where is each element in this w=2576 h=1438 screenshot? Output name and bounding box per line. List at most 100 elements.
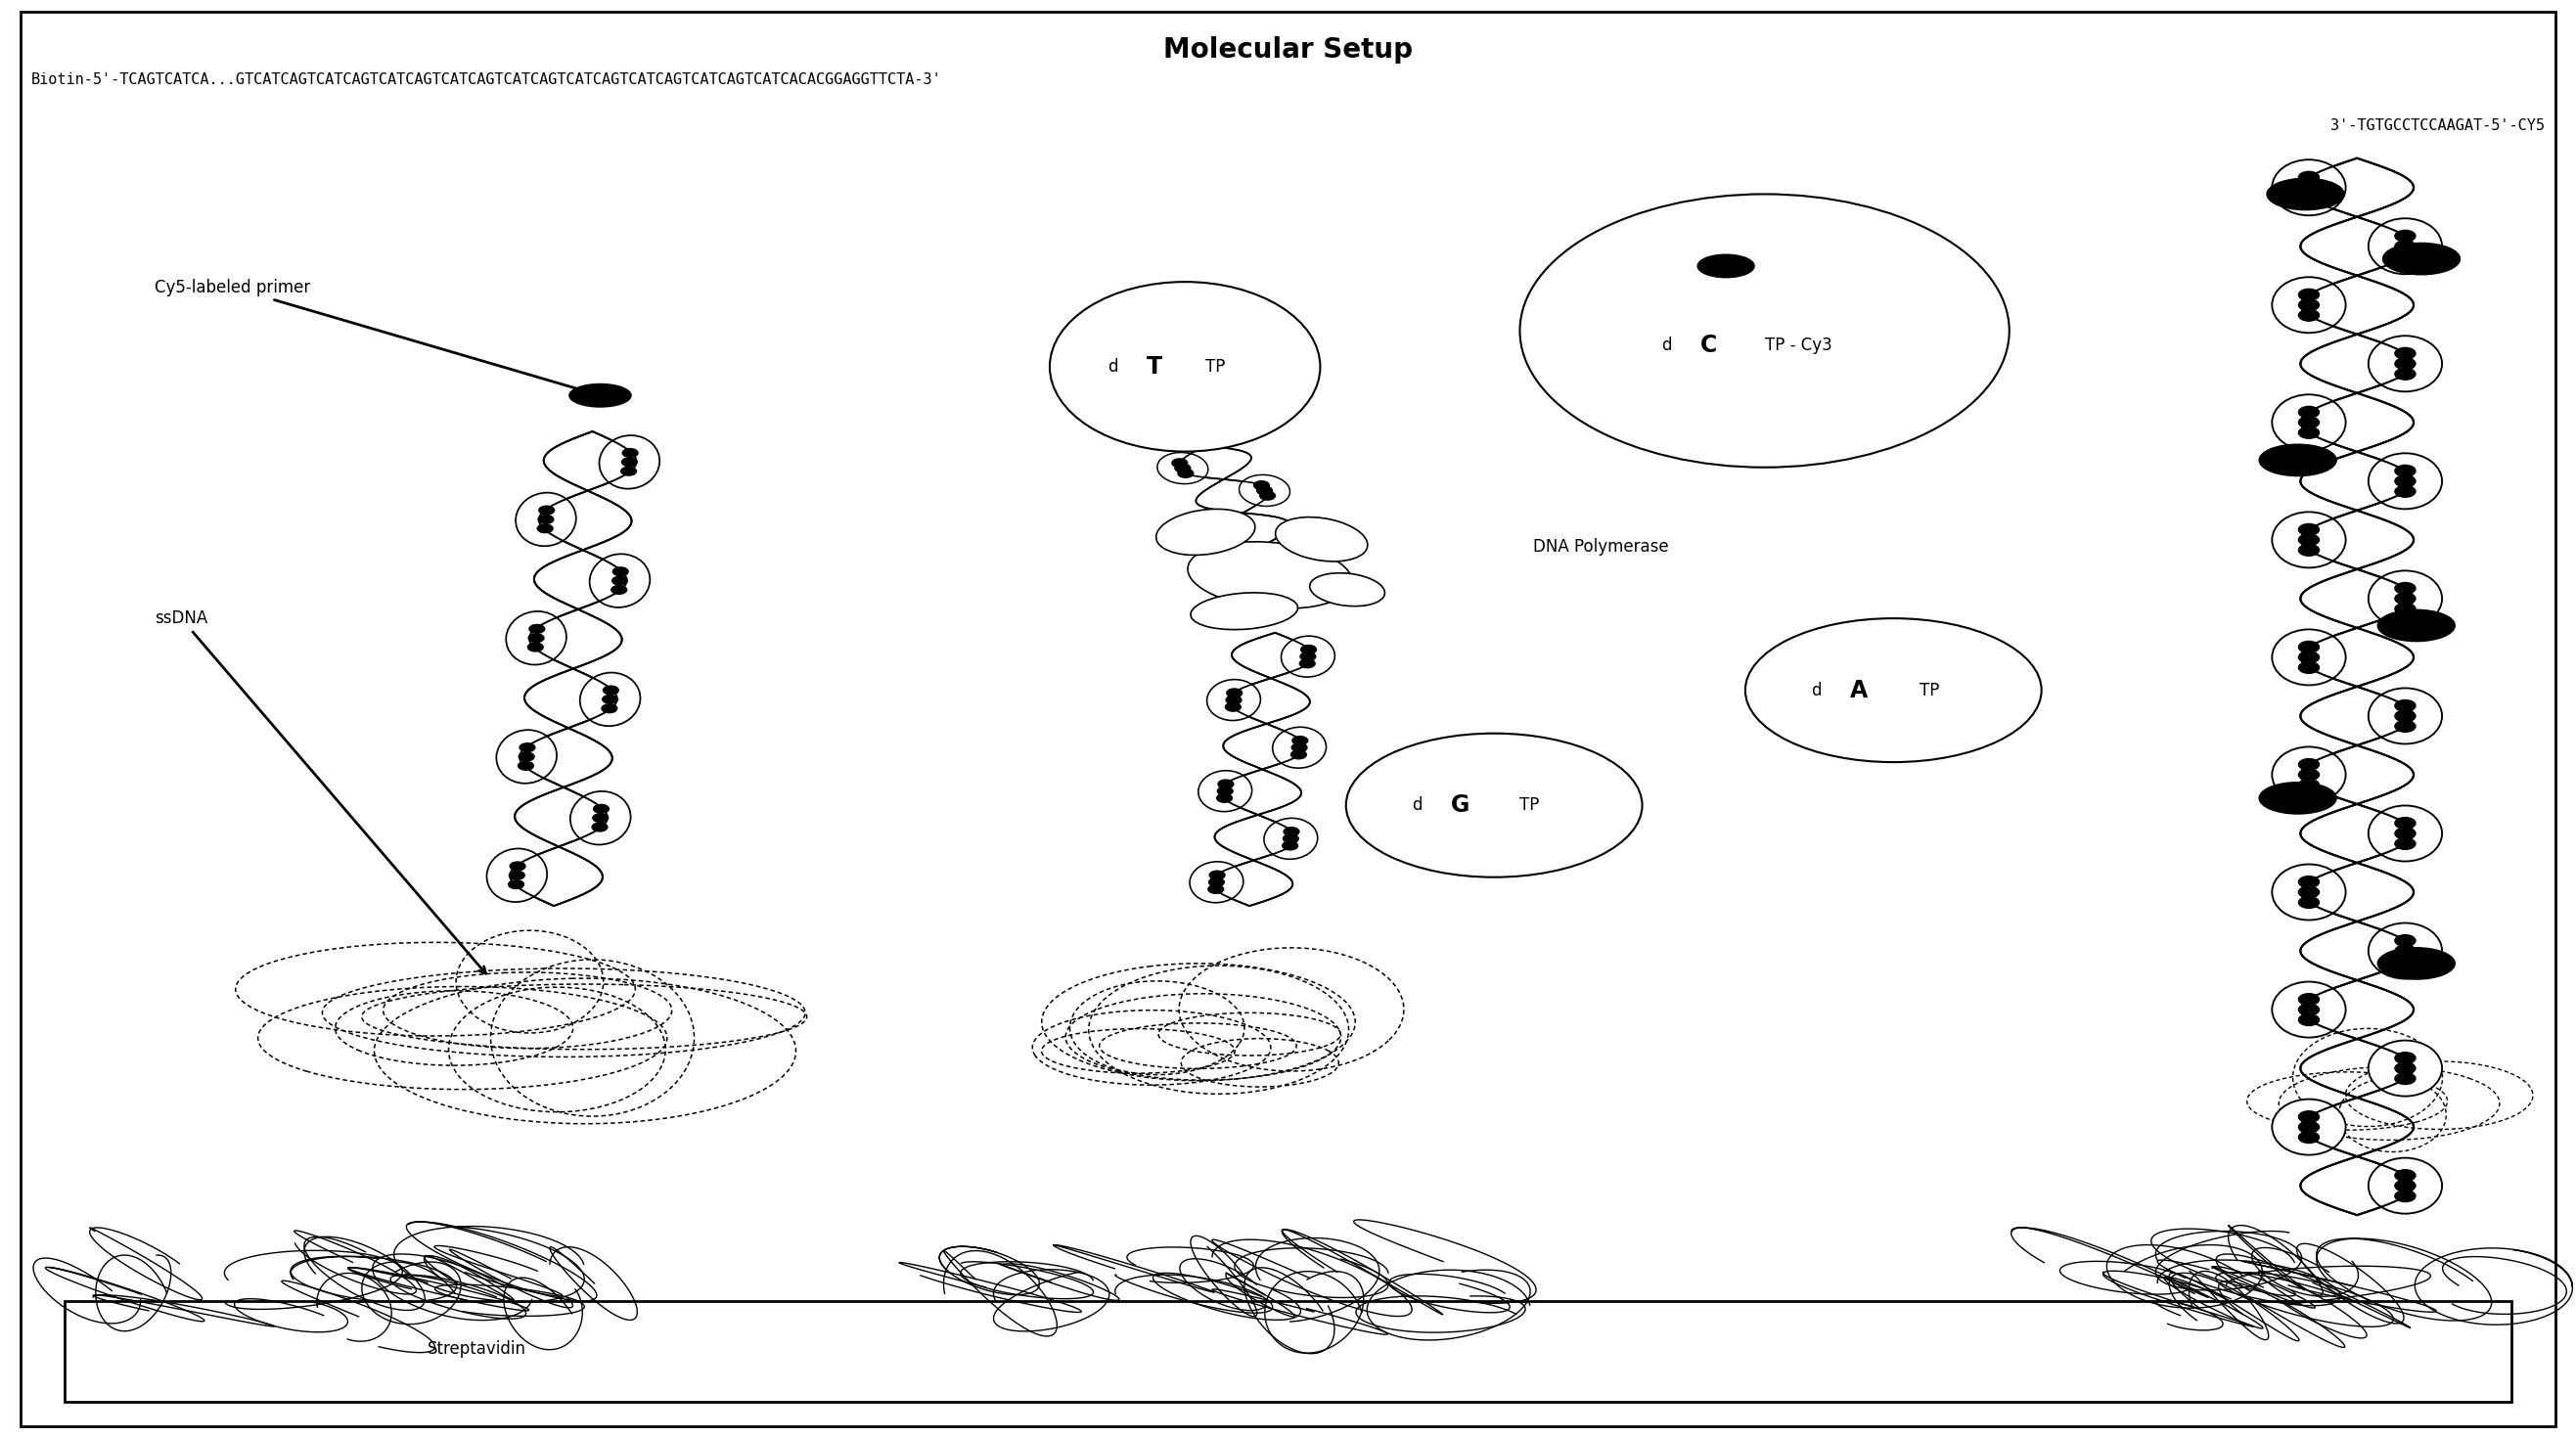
Ellipse shape: [590, 554, 649, 607]
Circle shape: [2396, 592, 2416, 604]
Ellipse shape: [2272, 1099, 2347, 1155]
Circle shape: [2298, 876, 2318, 887]
Circle shape: [528, 634, 544, 643]
Circle shape: [2298, 309, 2318, 321]
Ellipse shape: [1051, 282, 1321, 452]
Circle shape: [2396, 720, 2416, 732]
Circle shape: [2396, 368, 2416, 380]
Circle shape: [592, 814, 608, 823]
Circle shape: [2396, 358, 2416, 370]
Circle shape: [2396, 817, 2416, 828]
Circle shape: [1211, 871, 1226, 880]
Text: G: G: [1450, 794, 1468, 817]
Bar: [64, 1301, 2512, 1402]
Circle shape: [2298, 545, 2318, 557]
Ellipse shape: [2272, 982, 2347, 1037]
Ellipse shape: [2272, 630, 2347, 684]
Circle shape: [2298, 651, 2318, 663]
Ellipse shape: [1198, 771, 1252, 811]
Ellipse shape: [1157, 453, 1208, 483]
Ellipse shape: [569, 791, 631, 844]
Circle shape: [1216, 536, 1231, 545]
Circle shape: [2396, 1181, 2416, 1192]
Circle shape: [520, 743, 536, 752]
Ellipse shape: [515, 493, 577, 546]
Circle shape: [1182, 357, 1198, 365]
Ellipse shape: [487, 848, 546, 902]
Ellipse shape: [2367, 1041, 2442, 1096]
Text: d: d: [1811, 682, 1821, 699]
Ellipse shape: [1239, 475, 1291, 506]
Circle shape: [538, 506, 554, 515]
Circle shape: [1283, 827, 1298, 835]
Circle shape: [621, 467, 636, 476]
Circle shape: [2298, 417, 2318, 429]
Ellipse shape: [1275, 518, 1368, 561]
Circle shape: [2396, 700, 2416, 712]
Ellipse shape: [2272, 160, 2347, 216]
Ellipse shape: [1190, 861, 1244, 903]
Ellipse shape: [1105, 305, 1162, 328]
Circle shape: [1283, 841, 1298, 850]
Circle shape: [2396, 935, 2416, 946]
Circle shape: [1139, 401, 1154, 410]
Text: DNA Polymerase: DNA Polymerase: [1533, 538, 1669, 555]
Ellipse shape: [1190, 592, 1298, 630]
Text: Molecular Setup: Molecular Setup: [1164, 36, 1412, 63]
Ellipse shape: [2259, 444, 2336, 476]
Ellipse shape: [1200, 408, 1252, 439]
Ellipse shape: [1188, 542, 1352, 608]
Ellipse shape: [600, 436, 659, 489]
Ellipse shape: [2367, 689, 2442, 743]
Circle shape: [2396, 348, 2416, 360]
Circle shape: [2396, 476, 2416, 487]
Circle shape: [2396, 828, 2416, 840]
Circle shape: [2298, 1132, 2318, 1143]
Ellipse shape: [1265, 818, 1316, 858]
Ellipse shape: [2367, 453, 2442, 509]
Circle shape: [2396, 838, 2416, 850]
Circle shape: [1291, 743, 1306, 752]
Text: Streptavidin: Streptavidin: [428, 1340, 526, 1357]
Text: ssDNA: ssDNA: [155, 610, 487, 974]
Circle shape: [603, 695, 618, 703]
Circle shape: [518, 752, 533, 761]
Circle shape: [623, 449, 639, 457]
Circle shape: [1211, 526, 1226, 535]
Text: Cy5-labeled primer: Cy5-labeled primer: [155, 279, 595, 395]
Circle shape: [2396, 464, 2416, 476]
Ellipse shape: [569, 384, 631, 407]
Circle shape: [528, 624, 544, 633]
Circle shape: [2298, 289, 2318, 301]
Circle shape: [518, 762, 533, 771]
Ellipse shape: [2378, 610, 2455, 641]
Ellipse shape: [2272, 864, 2347, 920]
Circle shape: [1291, 751, 1306, 759]
Ellipse shape: [2272, 746, 2347, 802]
Circle shape: [2298, 886, 2318, 897]
Circle shape: [2396, 710, 2416, 722]
Text: TP: TP: [1919, 682, 1940, 699]
Circle shape: [510, 871, 526, 880]
Circle shape: [1216, 414, 1231, 423]
Circle shape: [1293, 736, 1309, 745]
Ellipse shape: [2367, 805, 2442, 861]
Ellipse shape: [1744, 618, 2040, 762]
Circle shape: [2298, 759, 2318, 771]
Circle shape: [1298, 659, 1314, 667]
Circle shape: [2396, 945, 2416, 956]
Ellipse shape: [1208, 680, 1260, 720]
Text: d: d: [1662, 336, 1672, 354]
Circle shape: [2298, 1014, 2318, 1025]
Circle shape: [1226, 689, 1242, 697]
Circle shape: [1133, 391, 1149, 400]
Circle shape: [1301, 653, 1316, 661]
Text: C: C: [1700, 334, 1718, 357]
Circle shape: [1218, 787, 1234, 795]
Circle shape: [1216, 794, 1231, 802]
Text: TP - Cy3: TP - Cy3: [1765, 336, 1832, 354]
Circle shape: [2298, 193, 2318, 204]
Text: Biotin-5'-TCAGTCATCA...GTCATCAGTCATCAGTCATCAGTCATCAGTCATCAGTCATCAGTCATCAGTCATCAG: Biotin-5'-TCAGTCATCA...GTCATCAGTCATCAGTC…: [31, 72, 940, 86]
Circle shape: [2298, 181, 2318, 193]
Circle shape: [1177, 469, 1193, 477]
